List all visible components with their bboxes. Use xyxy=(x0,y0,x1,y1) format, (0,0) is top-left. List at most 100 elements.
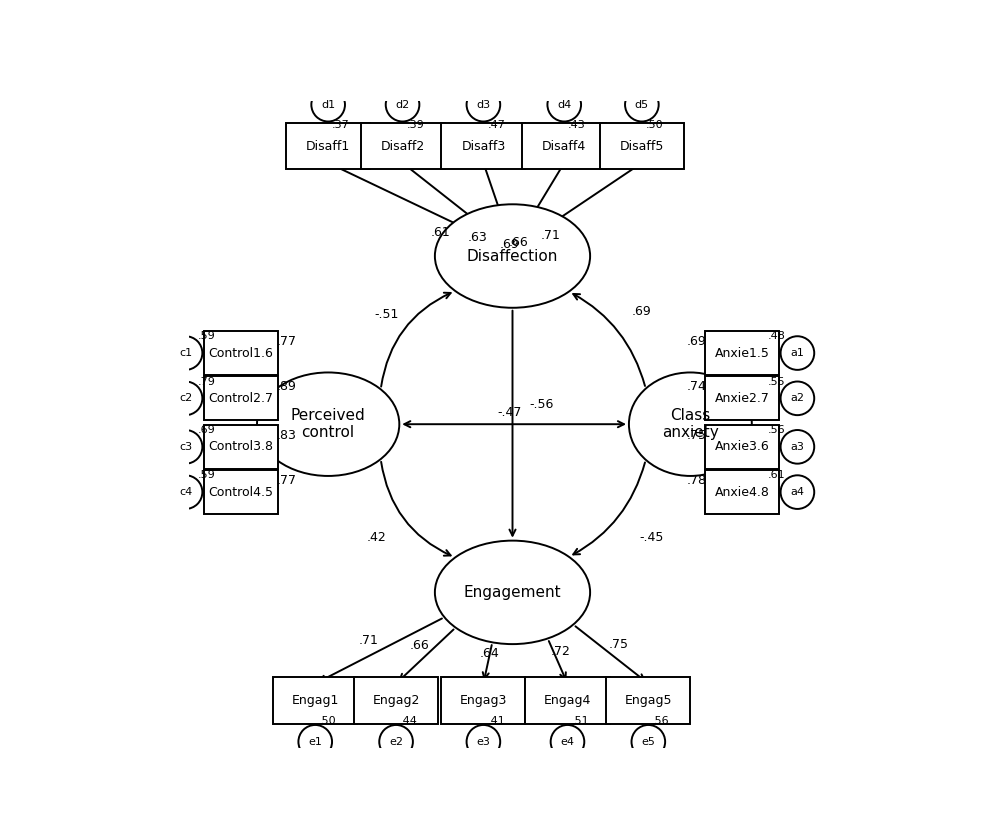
FancyBboxPatch shape xyxy=(441,123,525,170)
Text: a1: a1 xyxy=(790,348,804,358)
Text: .66: .66 xyxy=(409,639,429,653)
Text: .59: .59 xyxy=(197,332,215,341)
FancyArrowPatch shape xyxy=(331,164,575,281)
Text: .50: .50 xyxy=(319,716,337,726)
Text: Control2.7: Control2.7 xyxy=(208,391,273,405)
Circle shape xyxy=(632,725,665,759)
Text: .39: .39 xyxy=(406,120,424,130)
Text: a4: a4 xyxy=(790,487,804,497)
FancyArrowPatch shape xyxy=(575,627,644,680)
Text: -.56: -.56 xyxy=(529,398,554,412)
FancyArrowPatch shape xyxy=(393,722,399,728)
Ellipse shape xyxy=(435,204,590,307)
Text: Engag3: Engag3 xyxy=(460,694,507,707)
FancyBboxPatch shape xyxy=(361,123,445,170)
FancyArrowPatch shape xyxy=(199,396,206,402)
Circle shape xyxy=(298,725,332,759)
Text: Class
anxiety: Class anxiety xyxy=(662,408,719,440)
FancyArrowPatch shape xyxy=(573,463,645,554)
FancyArrowPatch shape xyxy=(381,462,451,556)
Text: Disaff5: Disaff5 xyxy=(620,139,664,153)
Text: .69: .69 xyxy=(686,335,706,348)
FancyArrowPatch shape xyxy=(549,641,566,679)
Text: Control3.8: Control3.8 xyxy=(208,440,273,454)
FancyBboxPatch shape xyxy=(273,677,357,724)
Text: .75: .75 xyxy=(686,428,706,442)
FancyArrowPatch shape xyxy=(312,722,318,728)
FancyBboxPatch shape xyxy=(204,331,278,375)
Text: e3: e3 xyxy=(476,737,490,747)
Text: .50: .50 xyxy=(646,120,663,130)
Text: .51: .51 xyxy=(571,716,589,726)
FancyArrowPatch shape xyxy=(777,396,784,402)
Circle shape xyxy=(467,88,500,122)
FancyArrowPatch shape xyxy=(484,165,532,302)
Text: -.45: -.45 xyxy=(639,531,664,543)
FancyArrowPatch shape xyxy=(777,444,784,450)
FancyArrowPatch shape xyxy=(404,421,624,428)
Text: Engag2: Engag2 xyxy=(372,694,420,707)
Text: a3: a3 xyxy=(790,442,804,452)
FancyArrowPatch shape xyxy=(716,396,743,402)
Text: a2: a2 xyxy=(790,393,804,403)
Text: Disaffection: Disaffection xyxy=(467,249,558,264)
Text: Disaff2: Disaff2 xyxy=(380,139,425,153)
Text: c3: c3 xyxy=(179,442,192,452)
Text: Disaff1: Disaff1 xyxy=(306,139,350,153)
Text: d4: d4 xyxy=(557,100,571,110)
FancyArrowPatch shape xyxy=(645,722,651,728)
Text: .83: .83 xyxy=(277,428,297,442)
FancyArrowPatch shape xyxy=(261,402,268,408)
FancyArrowPatch shape xyxy=(509,311,516,536)
Text: Anxie3.6: Anxie3.6 xyxy=(715,440,769,454)
Text: c4: c4 xyxy=(179,487,192,497)
FancyArrowPatch shape xyxy=(564,722,571,728)
FancyBboxPatch shape xyxy=(705,376,779,420)
Text: .77: .77 xyxy=(277,474,297,487)
FancyBboxPatch shape xyxy=(204,376,278,420)
Text: .61: .61 xyxy=(431,226,451,239)
Text: Anxie1.5: Anxie1.5 xyxy=(715,347,770,360)
FancyArrowPatch shape xyxy=(777,489,784,495)
Text: Control4.5: Control4.5 xyxy=(208,486,273,499)
Ellipse shape xyxy=(257,372,399,476)
Text: .42: .42 xyxy=(367,531,387,543)
Text: d1: d1 xyxy=(321,100,335,110)
FancyArrowPatch shape xyxy=(325,118,331,125)
Text: Engag1: Engag1 xyxy=(292,694,339,707)
Text: d5: d5 xyxy=(635,100,649,110)
FancyBboxPatch shape xyxy=(286,123,370,170)
FancyArrowPatch shape xyxy=(261,438,268,444)
FancyArrowPatch shape xyxy=(480,722,486,728)
FancyBboxPatch shape xyxy=(705,331,779,375)
FancyArrowPatch shape xyxy=(269,358,275,389)
FancyBboxPatch shape xyxy=(441,677,525,724)
Circle shape xyxy=(781,475,814,509)
Text: .69: .69 xyxy=(197,425,215,435)
Text: .79: .79 xyxy=(197,376,215,386)
FancyArrowPatch shape xyxy=(482,165,563,298)
Text: .89: .89 xyxy=(277,381,297,393)
FancyBboxPatch shape xyxy=(204,470,278,514)
Text: .47: .47 xyxy=(487,120,505,130)
Text: .59: .59 xyxy=(197,470,215,480)
FancyArrowPatch shape xyxy=(714,468,726,488)
Text: .64: .64 xyxy=(479,647,499,659)
FancyBboxPatch shape xyxy=(204,425,278,469)
Text: Engagement: Engagement xyxy=(464,585,561,600)
Text: Disaff4: Disaff4 xyxy=(542,139,586,153)
FancyBboxPatch shape xyxy=(705,470,779,514)
Text: .44: .44 xyxy=(400,716,418,726)
FancyArrowPatch shape xyxy=(457,165,640,286)
Text: .69: .69 xyxy=(632,305,652,318)
Text: .71: .71 xyxy=(358,634,378,647)
Text: -.51: -.51 xyxy=(374,307,399,321)
Text: c2: c2 xyxy=(179,393,192,403)
Text: .71: .71 xyxy=(541,229,561,243)
FancyBboxPatch shape xyxy=(522,123,606,170)
FancyArrowPatch shape xyxy=(199,489,206,495)
FancyArrowPatch shape xyxy=(400,629,454,680)
FancyArrowPatch shape xyxy=(320,618,442,681)
Circle shape xyxy=(625,88,659,122)
Text: .37: .37 xyxy=(332,120,350,130)
